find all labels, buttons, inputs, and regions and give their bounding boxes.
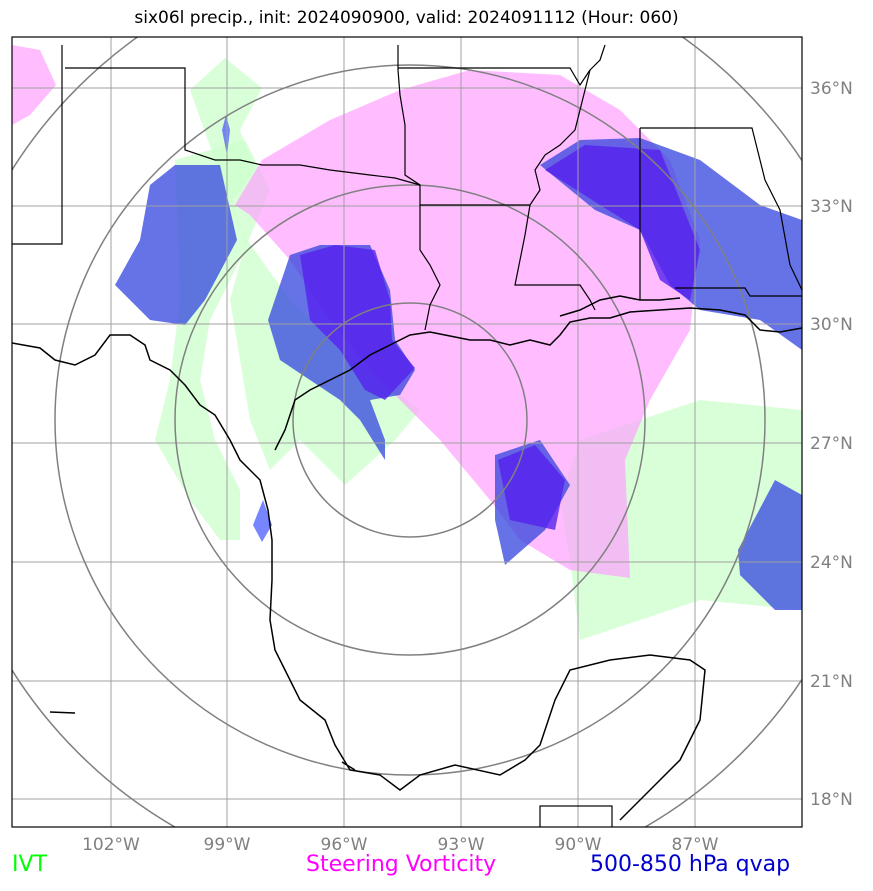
lat-label-21: 21°N: [810, 672, 853, 692]
longitude-labels: 102°W 99°W 96°W 93°W 90°W 87°W: [82, 835, 719, 855]
lat-label-36: 36°N: [810, 79, 853, 99]
lon-label-90: 90°W: [555, 835, 602, 855]
lon-label-102: 102°W: [82, 835, 140, 855]
state-borders: [12, 44, 802, 331]
lat-label-24: 24°N: [810, 553, 853, 573]
graticule: [12, 37, 802, 827]
map-frame: [11, 36, 803, 828]
legend-ivt: IVT: [12, 852, 47, 877]
latitude-labels: 36°N 33°N 30°N 27°N 24°N 21°N 18°N: [810, 79, 853, 810]
map-title: six06l precip., init: 2024090900, valid:…: [134, 8, 679, 28]
lat-label-30: 30°N: [810, 315, 853, 335]
inset-box: [539, 805, 613, 827]
lon-label-93: 93°W: [438, 835, 485, 855]
qvap-shading: [115, 115, 802, 610]
lat-label-18: 18°N: [810, 790, 853, 810]
lon-label-87: 87°W: [672, 835, 719, 855]
coastline: [12, 295, 802, 821]
legend-steering-vorticity: Steering Vorticity: [306, 852, 497, 877]
lon-label-96: 96°W: [321, 835, 368, 855]
legend-qvap: 500-850 hPa qvap: [590, 852, 791, 877]
lon-label-99: 99°W: [204, 835, 251, 855]
lat-label-27: 27°N: [810, 434, 853, 454]
lat-label-33: 33°N: [810, 197, 853, 217]
